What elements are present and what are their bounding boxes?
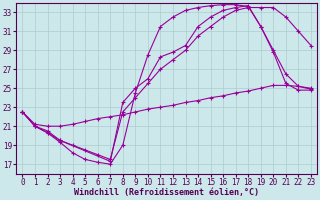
X-axis label: Windchill (Refroidissement éolien,°C): Windchill (Refroidissement éolien,°C) — [74, 188, 259, 197]
